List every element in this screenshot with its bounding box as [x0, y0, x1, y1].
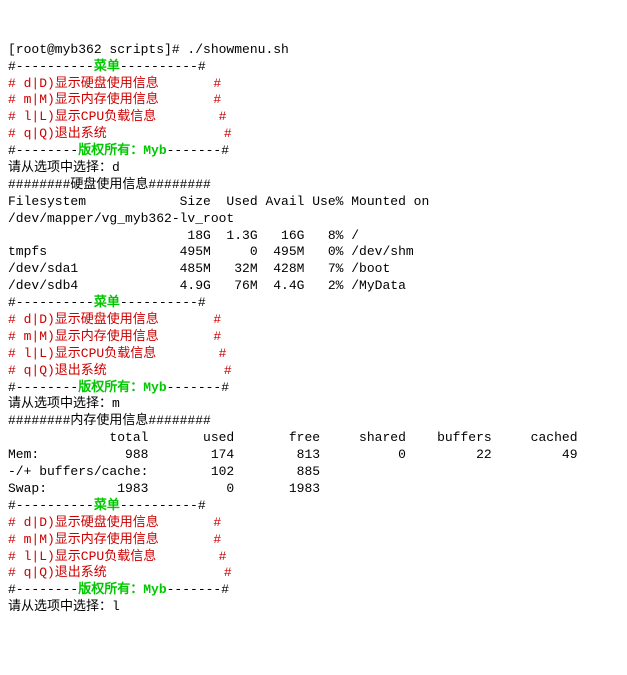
- menu-border-bot: #--------: [8, 143, 78, 158]
- menu-item-disk: # d|D)显示硬盘使用信息 #: [8, 76, 221, 91]
- menu-item-quit: # q|Q)退出系统 #: [8, 126, 232, 141]
- menu-copyright: 版权所有：Myb: [78, 582, 166, 597]
- user-input-l[interactable]: l: [112, 599, 120, 614]
- menu-item-memory: # m|M)显示内存使用信息 #: [8, 532, 221, 547]
- menu-title: 菜单: [94, 295, 120, 310]
- disk-row-1: 18G 1.3G 16G 8% /: [8, 228, 359, 243]
- menu-copyright: 版权所有：Myb: [78, 380, 166, 395]
- menu-border-top-end: ----------#: [120, 59, 206, 74]
- mem-cols: total used free shared buffers cached: [8, 430, 578, 445]
- menu-border-bot: #--------: [8, 582, 78, 597]
- disk-row-3: /dev/sda1 485M 32M 428M 7% /boot: [8, 261, 390, 276]
- menu-item-cpu: # l|L)显示CPU负载信息 #: [8, 549, 226, 564]
- menu-border-bot-end: -------#: [167, 380, 229, 395]
- menu-item-memory: # m|M)显示内存使用信息 #: [8, 92, 221, 107]
- mem-header: ########内存使用信息########: [8, 413, 211, 428]
- user-input-m[interactable]: m: [112, 396, 120, 411]
- menu-title: 菜单: [94, 498, 120, 513]
- menu-copyright: 版权所有：Myb: [78, 143, 166, 158]
- menu-border-bot: #--------: [8, 380, 78, 395]
- menu-item-cpu: # l|L)显示CPU负载信息 #: [8, 346, 226, 361]
- menu-border-top-end: ----------#: [120, 295, 206, 310]
- select-prompt: 请从选项中选择：: [8, 396, 112, 411]
- disk-header: ########硬盘使用信息########: [8, 177, 211, 192]
- mem-row-2: Swap: 1983 0 1983: [8, 481, 320, 496]
- menu-item-cpu: # l|L)显示CPU负载信息 #: [8, 109, 226, 124]
- menu-border-top: #----------: [8, 59, 94, 74]
- menu-border-bot-end: -------#: [167, 143, 229, 158]
- user-input-d[interactable]: d: [112, 160, 120, 175]
- menu-border-bot-end: -------#: [167, 582, 229, 597]
- menu-item-disk: # d|D)显示硬盘使用信息 #: [8, 515, 221, 530]
- menu-border-top: #----------: [8, 498, 94, 513]
- menu-item-quit: # q|Q)退出系统 #: [8, 565, 232, 580]
- menu-border-top-end: ----------#: [120, 498, 206, 513]
- menu-item-disk: # d|D)显示硬盘使用信息 #: [8, 312, 221, 327]
- select-prompt: 请从选项中选择：: [8, 599, 112, 614]
- disk-cols: Filesystem Size Used Avail Use% Mounted …: [8, 194, 429, 209]
- shell-prompt: [root@myb362 scripts]# ./showmenu.sh: [8, 42, 289, 57]
- mem-row-1: -/+ buffers/cache: 102 885: [8, 464, 320, 479]
- terminal-output: [root@myb362 scripts]# ./showmenu.sh #--…: [8, 42, 619, 616]
- menu-item-quit: # q|Q)退出系统 #: [8, 363, 232, 378]
- mem-row-0: Mem: 988 174 813 0 22 49: [8, 447, 578, 462]
- menu-title: 菜单: [94, 59, 120, 74]
- disk-row-4: /dev/sdb4 4.9G 76M 4.4G 2% /MyData: [8, 278, 406, 293]
- select-prompt: 请从选项中选择：: [8, 160, 112, 175]
- disk-row-2: tmpfs 495M 0 495M 0% /dev/shm: [8, 244, 414, 259]
- menu-border-top: #----------: [8, 295, 94, 310]
- menu-item-memory: # m|M)显示内存使用信息 #: [8, 329, 221, 344]
- disk-row-0: /dev/mapper/vg_myb362-lv_root: [8, 211, 234, 226]
